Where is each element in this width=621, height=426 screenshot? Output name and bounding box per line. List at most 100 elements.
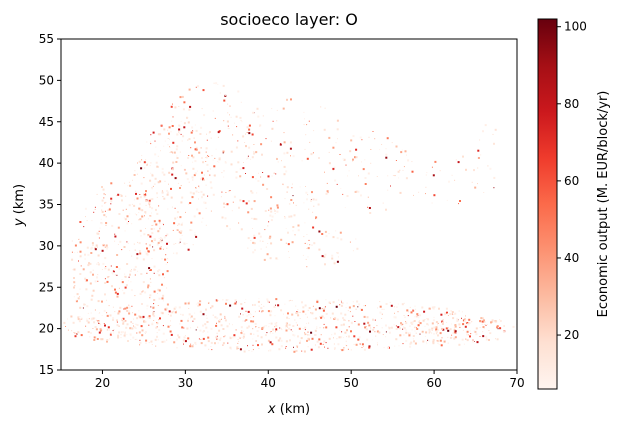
heatmap-cell xyxy=(142,281,145,284)
heatmap-cell xyxy=(145,199,148,202)
heatmap-cell xyxy=(113,332,115,334)
heatmap-cell xyxy=(253,152,255,155)
heatmap-cell xyxy=(224,95,226,96)
heatmap-cell xyxy=(439,170,441,172)
heatmap-cell xyxy=(229,304,232,307)
heatmap-cell xyxy=(293,346,294,348)
x-axis-label-unit: (km) xyxy=(276,402,310,417)
heatmap-cell xyxy=(367,321,370,324)
heatmap-cell xyxy=(242,335,245,338)
heatmap-cell xyxy=(288,300,290,302)
heatmap-cell xyxy=(109,314,112,317)
heatmap-cell xyxy=(121,279,123,280)
heatmap-cell xyxy=(124,230,126,232)
heatmap-cell xyxy=(285,346,287,347)
heatmap-cell xyxy=(162,332,165,335)
heatmap-cell xyxy=(293,350,296,353)
heatmap-cell xyxy=(198,185,200,187)
heatmap-cell xyxy=(260,176,262,178)
heatmap-cell xyxy=(371,339,373,341)
heatmap-cell xyxy=(79,250,82,253)
heatmap-cell xyxy=(183,101,186,104)
heatmap-cell xyxy=(353,335,356,338)
heatmap-cell xyxy=(394,306,396,308)
heatmap-cell xyxy=(230,163,233,166)
heatmap-cell xyxy=(161,167,164,170)
heatmap-cell xyxy=(220,337,222,339)
heatmap-cell xyxy=(379,311,382,314)
heatmap-cell xyxy=(289,203,291,205)
heatmap-cell xyxy=(145,162,147,164)
heatmap-cell xyxy=(225,192,227,193)
heatmap-cell xyxy=(153,220,156,223)
heatmap-cell xyxy=(170,320,171,322)
heatmap-cell xyxy=(267,243,269,244)
heatmap-cell xyxy=(87,264,90,267)
heatmap-cell xyxy=(339,154,341,155)
heatmap-cell xyxy=(484,124,487,127)
heatmap-cell xyxy=(166,270,169,273)
heatmap-cell xyxy=(83,303,86,306)
heatmap-cell xyxy=(212,174,214,176)
heatmap-cell xyxy=(103,197,105,199)
heatmap-cell xyxy=(173,341,176,344)
heatmap-cell xyxy=(444,313,447,316)
heatmap-cell xyxy=(102,188,105,191)
heatmap-cell xyxy=(128,181,130,183)
heatmap-cell xyxy=(288,215,291,218)
heatmap-cell xyxy=(276,204,279,207)
heatmap-cell xyxy=(338,299,340,301)
heatmap-cell xyxy=(431,306,434,309)
heatmap-cell xyxy=(180,201,183,204)
heatmap-cell xyxy=(156,165,159,168)
heatmap-cell xyxy=(399,169,401,171)
heatmap-cell xyxy=(148,201,151,204)
heatmap-cell xyxy=(174,207,176,209)
heatmap-cell xyxy=(125,195,127,197)
heatmap-cell xyxy=(151,173,153,175)
heatmap-cell xyxy=(98,322,100,324)
heatmap-cell xyxy=(313,242,316,245)
y-tick-label: 20 xyxy=(39,322,54,336)
heatmap-cell xyxy=(266,188,269,190)
heatmap-cell xyxy=(241,337,243,339)
heatmap-cell xyxy=(435,326,438,329)
heatmap-cell xyxy=(298,327,301,330)
heatmap-cell xyxy=(274,322,277,325)
heatmap-cell xyxy=(138,207,141,210)
heatmap-cell xyxy=(315,216,318,219)
heatmap-cell xyxy=(130,339,132,340)
heatmap-cell xyxy=(139,218,142,221)
heatmap-cell xyxy=(444,312,446,314)
heatmap-cell xyxy=(290,98,292,101)
heatmap-cell xyxy=(185,338,187,340)
heatmap-cell xyxy=(101,209,103,211)
heatmap-cell xyxy=(311,337,314,340)
heatmap-cell xyxy=(144,167,146,169)
y-axis-label-unit: (km) xyxy=(12,184,27,218)
heatmap-cell xyxy=(192,161,194,163)
heatmap-cell xyxy=(344,313,347,316)
heatmap-cell xyxy=(103,214,106,217)
heatmap-cell xyxy=(335,305,338,308)
heatmap-cell xyxy=(147,286,149,289)
heatmap-cell xyxy=(182,135,185,138)
heatmap-cell xyxy=(240,332,242,334)
heatmap-cell xyxy=(209,131,211,133)
heatmap-cell xyxy=(181,326,184,329)
heatmap-cell xyxy=(461,338,464,341)
heatmap-cell xyxy=(250,320,253,323)
heatmap-cell xyxy=(436,330,438,331)
heatmap-cell xyxy=(145,159,147,161)
heatmap-cell xyxy=(117,312,120,315)
heatmap-cell xyxy=(121,318,123,321)
heatmap-cell xyxy=(333,337,334,339)
heatmap-cell xyxy=(235,301,237,303)
heatmap-cell xyxy=(190,131,193,134)
heatmap-cell xyxy=(173,310,175,312)
heatmap-cell xyxy=(146,304,149,307)
heatmap-cell xyxy=(292,230,294,232)
heatmap-cell xyxy=(122,331,124,334)
heatmap-cell xyxy=(128,310,130,313)
heatmap-cell xyxy=(223,170,225,172)
